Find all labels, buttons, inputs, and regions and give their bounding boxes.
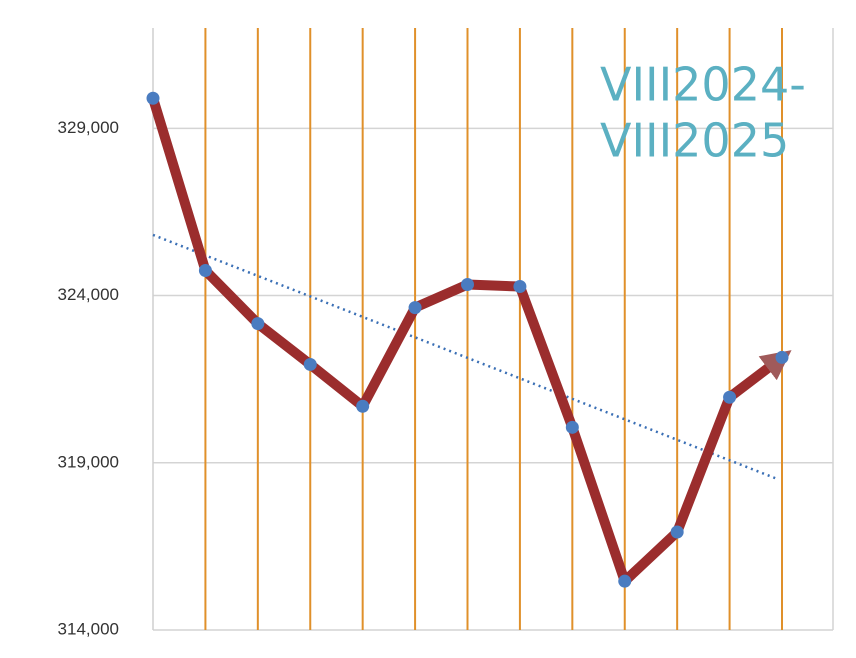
- data-point: [303, 357, 317, 371]
- y-tick-label: 324,000: [58, 285, 119, 304]
- data-point: [408, 301, 422, 315]
- data-point: [775, 350, 789, 364]
- chart-title: VIII2024-: [600, 58, 806, 112]
- data-point: [618, 574, 632, 588]
- data-point: [198, 263, 212, 277]
- data-point: [356, 399, 370, 413]
- data-point: [670, 525, 684, 539]
- data-point: [513, 280, 527, 294]
- y-tick-label: 314,000: [58, 619, 119, 638]
- y-tick-label: 319,000: [58, 452, 119, 471]
- data-point: [146, 91, 160, 105]
- y-tick-label: 329,000: [58, 118, 119, 137]
- data-point: [565, 420, 579, 434]
- chart-title: VIII2025: [600, 114, 789, 168]
- data-point: [461, 278, 474, 292]
- data-point: [251, 317, 265, 331]
- data-point: [723, 390, 737, 404]
